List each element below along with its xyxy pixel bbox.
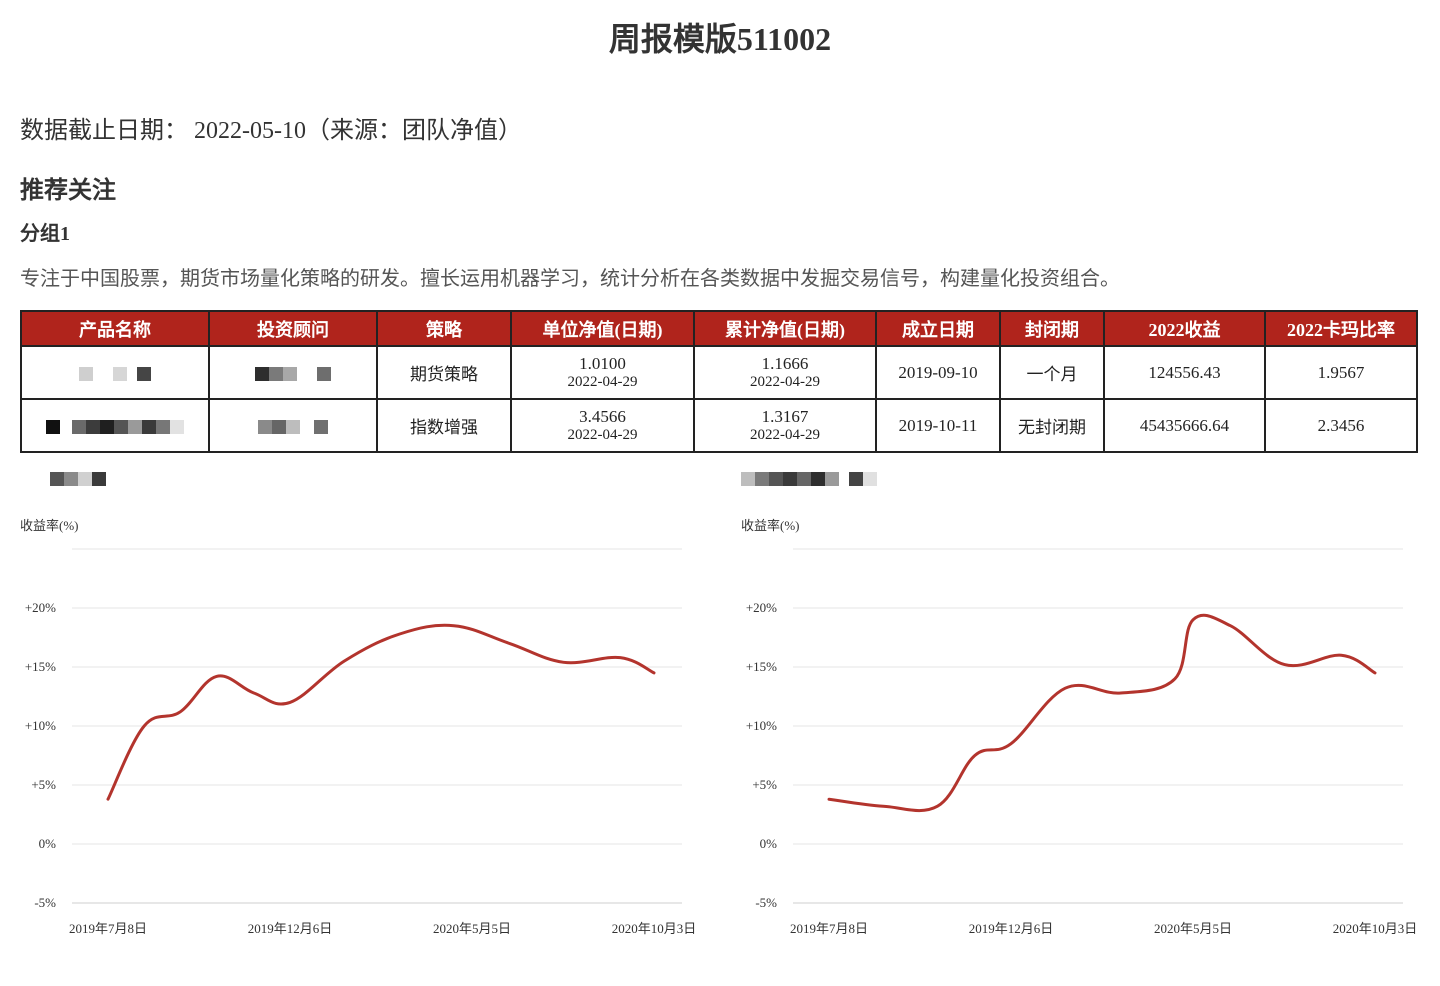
acc-nav-value: 1.3167 [761,407,809,426]
redacted-chart-title [741,472,877,491]
x-tick-label: 2019年12月6日 [969,921,1054,936]
x-tick-label: 2019年7月8日 [790,921,868,936]
calmar-2022-cell: 2.3456 [1264,398,1418,453]
return-2022-cell: 124556.43 [1103,345,1266,400]
table-row[interactable]: 指数增强 3.4566 2022-04-29 1.3167 2022-04-29… [20,398,1418,453]
redacted-product-name [79,363,151,383]
header-unit-nav: 单位净值(日期) [510,310,695,347]
series-line [106,623,656,801]
inception-cell: 2019-09-10 [875,345,1001,400]
data-cutoff-date: 数据截止日期： 2022-05-10（来源：团队净值） [20,118,522,144]
acc-nav-date: 2022-04-29 [750,427,820,443]
unit-nav-value: 3.4566 [579,407,626,426]
redacted-product-name [46,416,184,436]
y-tick-label: +10% [746,718,777,733]
unit-nav-date: 2022-04-29 [567,374,638,390]
product-name-cell[interactable] [20,398,210,453]
x-tick-label: 2020年10月3日 [1333,921,1418,936]
header-return-2022: 2022收益 [1103,310,1266,347]
strategy-cell: 指数增强 [376,398,512,453]
y-tick-label: +20% [746,600,777,615]
header-acc-nav: 累计净值(日期) [693,310,877,347]
header-lockup: 封闭期 [999,310,1105,347]
x-tick-label: 2020年5月5日 [1154,921,1232,936]
section-title: 推荐关注 [20,178,116,204]
unit-nav-cell: 1.0100 2022-04-29 [510,345,695,400]
y-tick-label: +10% [25,718,56,733]
product-name-cell[interactable] [20,345,210,400]
y-tick-label: -5% [755,895,777,910]
header-advisor: 投资顾问 [208,310,378,347]
header-product-name: 产品名称 [20,310,210,347]
group-title: 分组1 [20,223,70,245]
x-tick-label: 2020年10月3日 [612,921,697,936]
x-tick-label: 2019年12月6日 [248,921,333,936]
table-row[interactable]: 期货策略 1.0100 2022-04-29 1.1666 2022-04-29… [20,345,1418,400]
acc-nav-value: 1.1666 [761,354,809,373]
y-axis-label: 收益率(%) [20,518,79,533]
page-title: 周报模版511002 [608,21,832,57]
header-strategy: 策略 [376,310,512,347]
y-tick-label: +5% [752,777,777,792]
inception-cell: 2019-10-11 [875,398,1001,453]
x-tick-label: 2019年7月8日 [69,921,147,936]
return-2022-cell: 45435666.64 [1103,398,1266,453]
calmar-2022-cell: 1.9567 [1264,345,1418,400]
acc-nav-cell: 1.1666 2022-04-29 [693,345,877,400]
y-tick-label: -5% [34,895,56,910]
lockup-cell: 一个月 [999,345,1105,400]
header-inception: 成立日期 [875,310,1001,347]
acc-nav-date: 2022-04-29 [750,374,820,390]
advisor-cell[interactable] [208,398,378,453]
line-chart: -5% 0% +5% +10% +15% +20% 2019年7月8日 2019年12月6日 2… [746,548,1418,936]
chart-left: 收益率(%) -5% 0% +5% +10% +15% +20% 2019年7月8日 2019… [20,470,720,970]
unit-nav-value: 1.0100 [579,354,626,373]
product-table: 产品名称 投资顾问 策略 单位净值(日期) 累计净值(日期) 成立日期 封闭期 … [20,310,1418,453]
chart-right: 收益率(%) -5% 0% +5% +10% +15% +20% 2019年7月8日 2019… [741,470,1440,970]
x-tick-label: 2020年5月5日 [433,921,511,936]
y-tick-label: +20% [25,600,56,615]
unit-nav-date: 2022-04-29 [567,427,638,443]
line-chart: -5% 0% +5% +10% +15% +20% 2019年7月8日 2019年12月6日 2… [25,548,697,936]
advisor-cell[interactable] [208,345,378,400]
y-tick-label: 0% [39,836,57,851]
series-line [827,613,1377,813]
group-description: 专注于中国股票，期货市场量化策略的研发。擅长运用机器学习，统计分析在各类数据中发… [20,268,1120,290]
y-tick-label: +15% [25,659,56,674]
unit-nav-cell: 3.4566 2022-04-29 [510,398,695,453]
lockup-cell: 无封闭期 [999,398,1105,453]
y-tick-label: +5% [31,777,56,792]
acc-nav-cell: 1.3167 2022-04-29 [693,398,877,453]
y-tick-label: 0% [760,836,778,851]
redacted-advisor [255,363,331,383]
strategy-cell: 期货策略 [376,345,512,400]
y-tick-label: +15% [746,659,777,674]
header-calmar-2022: 2022卡玛比率 [1264,310,1418,347]
y-axis-label: 收益率(%) [741,518,800,533]
redacted-advisor [258,416,328,436]
table-header-row: 产品名称 投资顾问 策略 单位净值(日期) 累计净值(日期) 成立日期 封闭期 … [20,310,1418,347]
redacted-chart-title [20,472,106,491]
